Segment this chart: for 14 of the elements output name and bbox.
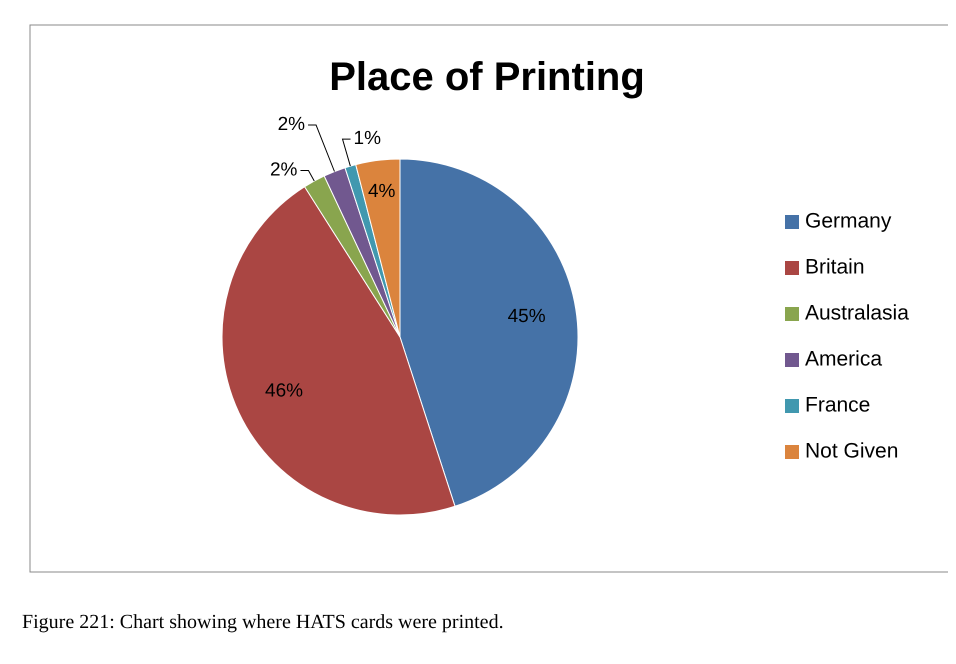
legend-label: Germany	[805, 210, 892, 233]
data-label: 2%	[278, 114, 306, 136]
legend-label: Australasia	[805, 302, 910, 325]
chart-title: Place of Printing	[329, 55, 645, 99]
data-label: 46%	[265, 380, 304, 402]
data-label: 45%	[508, 306, 546, 327]
data-label: 4%	[368, 181, 396, 202]
caption: Figure 221: Chart showing where HATS cards were printed.	[22, 611, 504, 633]
legend-label: Britain	[805, 256, 865, 279]
legend-label: Not Given	[805, 440, 898, 463]
data-label: 2%	[270, 160, 298, 181]
data-label: 1%	[354, 128, 382, 150]
legend-label: France	[805, 394, 870, 417]
legend-label: America	[805, 348, 882, 371]
